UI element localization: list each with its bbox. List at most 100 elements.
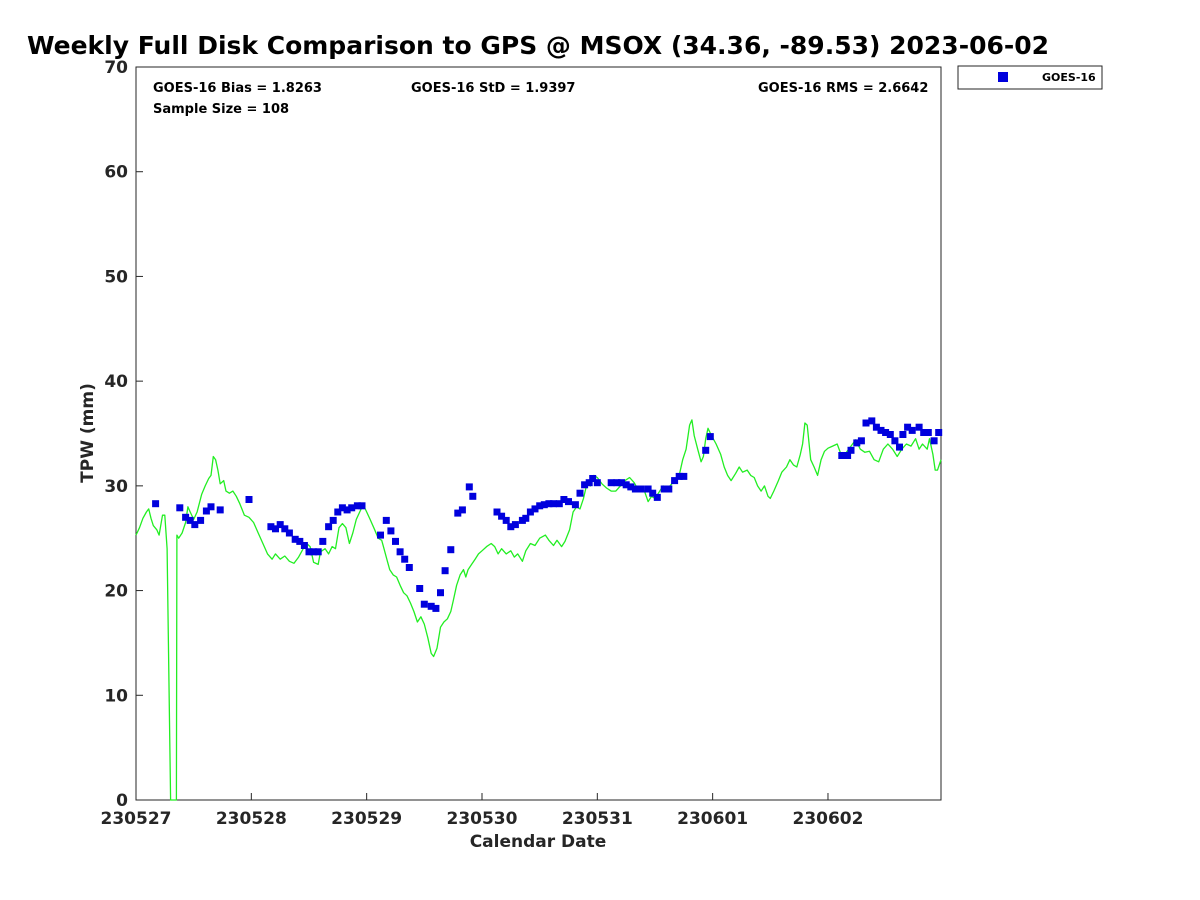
- goes-16-point: [314, 548, 322, 556]
- goes-16-point: [702, 446, 710, 454]
- goes-16-point: [498, 512, 506, 520]
- goes-16-point: [644, 485, 652, 493]
- rms-stat: GOES-16 RMS = 2.6642: [758, 81, 928, 96]
- goes-16-point: [886, 431, 894, 438]
- goes-16-point: [706, 433, 714, 441]
- goes-16-point: [432, 604, 440, 612]
- goes-16-point: [550, 500, 557, 508]
- goes-16-point: [353, 502, 361, 510]
- goes-16-point: [511, 521, 519, 529]
- goes-16-point: [660, 485, 668, 493]
- goes-16-point: [915, 423, 923, 431]
- goes-16-point: [593, 479, 601, 487]
- y-tick-label: 60: [104, 163, 128, 183]
- goes-16-point: [420, 600, 428, 608]
- goes-16-point: [589, 475, 597, 482]
- goes-16-point: [891, 437, 899, 445]
- goes-16-point: [649, 489, 657, 497]
- goes-16-point: [458, 506, 466, 514]
- goes-16-point: [930, 437, 938, 445]
- goes-16-point: [437, 589, 444, 597]
- goes-16-point: [465, 483, 473, 491]
- chart-title: Weekly Full Disk Comparison to GPS @ MSO…: [27, 31, 1049, 60]
- goes-16-point: [502, 516, 510, 524]
- goes-16-point: [522, 514, 530, 522]
- goes-16-point: [565, 498, 572, 506]
- goes-16-point: [281, 525, 289, 533]
- goes-16-point: [305, 548, 313, 556]
- y-tick-label: 40: [104, 372, 128, 392]
- goes-16-point: [571, 501, 579, 509]
- goes-16-point: [585, 479, 593, 487]
- goes-16-point: [338, 504, 346, 512]
- goes-16-point: [348, 504, 356, 512]
- goes-16-point: [207, 503, 215, 511]
- goes-16-point: [493, 508, 501, 516]
- goes-16-point: [627, 483, 635, 491]
- std-stat: GOES-16 StD = 1.9397: [411, 81, 575, 96]
- goes-16-point: [665, 485, 673, 493]
- legend-goes-16-label: GOES-16: [1042, 71, 1096, 84]
- y-tick-label: 20: [104, 582, 128, 602]
- goes-16-point: [838, 452, 846, 459]
- x-tick-label: 230531: [562, 809, 633, 829]
- legend-box: [957, 65, 1103, 90]
- goes-16-point: [637, 485, 645, 493]
- goes-16-point: [427, 602, 435, 610]
- goes-16-point: [531, 505, 539, 513]
- goes-16-point: [680, 472, 688, 480]
- y-tick-label: 0: [116, 791, 128, 811]
- goes-16-point: [560, 496, 568, 503]
- goes-16-point: [618, 479, 625, 487]
- x-tick-label: 230529: [331, 809, 402, 829]
- goes-16-point: [908, 426, 916, 434]
- goes-16-point: [622, 481, 630, 489]
- goes-16-point: [392, 537, 399, 545]
- y-tick-label: 70: [104, 58, 128, 78]
- goes-16-point: [847, 446, 855, 454]
- goes-16-point: [272, 525, 279, 533]
- goes-16-point: [267, 523, 275, 531]
- goes-16-point: [343, 506, 351, 514]
- x-tick-label: 230527: [101, 809, 172, 829]
- y-tick-label: 50: [104, 267, 128, 287]
- y-tick-label: 10: [104, 686, 128, 706]
- x-tick-label: 230528: [216, 809, 287, 829]
- gps-series: [135, 419, 942, 801]
- goes-16-point: [276, 521, 284, 529]
- goes-16-point: [877, 426, 885, 434]
- goes-16-point: [285, 529, 293, 537]
- goes-16-point: [607, 479, 615, 487]
- goes-16-point: [862, 419, 870, 427]
- goes-16-point: [844, 452, 852, 459]
- goes-16-point: [935, 429, 943, 436]
- goes-16-point: [613, 479, 621, 487]
- goes-16-point: [904, 423, 912, 431]
- legend: GOES-16: [957, 65, 1103, 90]
- goes-16-point: [653, 493, 661, 501]
- goes-16-point: [545, 500, 553, 508]
- goes-16-point: [469, 492, 477, 500]
- goes-16-point: [396, 548, 404, 556]
- x-tick-label: 230530: [446, 809, 517, 829]
- goes-16-point: [176, 504, 184, 512]
- legend-goes-16-marker: [998, 72, 1008, 82]
- goes-16-point: [382, 516, 390, 524]
- goes-16-point: [526, 508, 534, 516]
- goes-16-point: [387, 527, 395, 535]
- x-axis-label: Calendar Date: [470, 832, 607, 852]
- y-tick-label: 30: [104, 477, 128, 497]
- goes-16-point: [216, 506, 224, 514]
- goes-16-point: [401, 555, 409, 563]
- goes-16-point: [872, 423, 880, 431]
- goes-16-point: [191, 521, 199, 529]
- goes-16-point: [300, 542, 308, 549]
- goes-16-point: [581, 481, 589, 489]
- gps-line: [135, 419, 942, 801]
- goes-16-point: [868, 417, 876, 425]
- goes-16-point: [882, 429, 890, 436]
- goes-16-point: [296, 537, 304, 545]
- goes-16-point: [182, 513, 190, 521]
- goes-16-point: [507, 523, 515, 531]
